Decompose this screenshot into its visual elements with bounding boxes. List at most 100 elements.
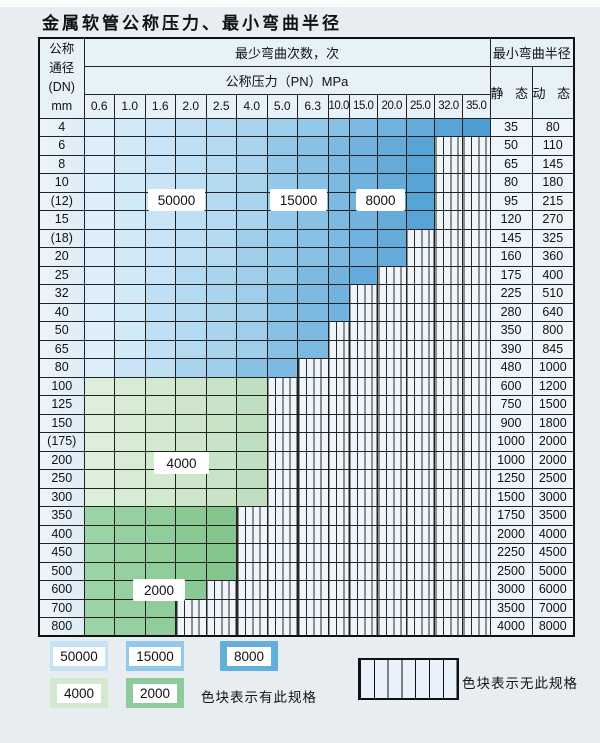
spec-row: (18) 145 325 xyxy=(38,228,575,248)
spec-available-cell xyxy=(114,154,146,174)
spec-available-cell xyxy=(83,284,115,304)
spec-available-cell xyxy=(205,413,237,433)
spec-available-cell xyxy=(236,247,268,267)
spec-available-cell xyxy=(236,228,268,248)
dn-column-header: 公称 通径 (DN) mm xyxy=(38,37,85,119)
dynamic-radius-cell: 8000 xyxy=(531,617,575,637)
spec-unavailable-cell xyxy=(377,265,407,285)
spec-available-cell xyxy=(114,247,146,267)
spec-row: 800 4000 8000 xyxy=(38,617,575,637)
spec-unavailable-cell xyxy=(434,154,463,174)
dynamic-radius-cell: 6000 xyxy=(531,580,575,600)
pressure-tick: 25.0 xyxy=(405,93,435,119)
spec-row: 700 3500 7000 xyxy=(38,598,575,618)
spec-unavailable-cell xyxy=(462,358,491,378)
spec-unavailable-cell xyxy=(266,580,298,600)
spec-unavailable-cell xyxy=(405,506,435,526)
spec-unavailable-cell xyxy=(348,450,378,470)
spec-available-cell xyxy=(175,284,207,304)
spec-unavailable-cell xyxy=(434,580,463,600)
dn-header-line: (DN) xyxy=(48,80,75,95)
spec-unavailable-cell xyxy=(377,524,407,544)
dynamic-radius-cell: 215 xyxy=(531,191,575,211)
dn-cell: 450 xyxy=(38,543,85,563)
spec-unavailable-cell xyxy=(297,543,329,563)
spec-unavailable-cell xyxy=(297,580,329,600)
spec-unavailable-cell xyxy=(236,598,268,618)
spec-unavailable-cell xyxy=(434,543,463,563)
spec-unavailable-cell xyxy=(297,487,329,507)
spec-unavailable-cell xyxy=(348,506,378,526)
spec-unavailable-cell xyxy=(434,450,463,470)
spec-unavailable-cell xyxy=(266,432,298,452)
spec-unavailable-cell xyxy=(462,247,491,267)
spec-unavailable-cell xyxy=(327,543,350,563)
spec-available-cell xyxy=(462,117,491,137)
spec-available-cell xyxy=(297,210,329,230)
spec-unavailable-cell xyxy=(327,469,350,489)
spec-unavailable-cell xyxy=(405,617,435,637)
spec-unavailable-cell xyxy=(462,228,491,248)
spec-unavailable-cell xyxy=(462,302,491,322)
spec-available-cell xyxy=(327,210,350,230)
spec-unavailable-cell xyxy=(405,358,435,378)
spec-available-cell xyxy=(83,450,115,470)
spec-row: 100 600 1200 xyxy=(38,376,575,396)
spec-available-cell xyxy=(83,376,115,396)
spec-unavailable-cell xyxy=(348,358,378,378)
spec-row: 32 225 510 xyxy=(38,284,575,304)
spec-unavailable-cell xyxy=(327,617,350,637)
spec-available-cell xyxy=(205,376,237,396)
spec-available-cell xyxy=(377,210,407,230)
spec-available-cell xyxy=(114,117,146,137)
static-radius-cell: 50 xyxy=(489,136,533,156)
spec-available-cell xyxy=(297,136,329,156)
static-radius-cell: 480 xyxy=(489,358,533,378)
dn-header-line: 通径 xyxy=(49,61,75,76)
dynamic-radius-cell: 80 xyxy=(531,117,575,137)
dn-cell: 250 xyxy=(38,469,85,489)
pressure-tick: 2.0 xyxy=(175,93,207,119)
dynamic-radius-cell: 110 xyxy=(531,136,575,156)
spec-unavailable-cell xyxy=(434,524,463,544)
spec-unavailable-cell xyxy=(462,210,491,230)
static-radius-cell: 175 xyxy=(489,265,533,285)
spec-available-cell xyxy=(114,487,146,507)
spec-available-cell xyxy=(175,543,207,563)
spec-available-cell xyxy=(266,358,298,378)
spec-available-cell xyxy=(175,413,207,433)
spec-available-cell xyxy=(114,136,146,156)
spec-available-cell xyxy=(236,136,268,156)
spec-row: 150 900 1800 xyxy=(38,413,575,433)
pressure-tick: 6.3 xyxy=(297,93,329,119)
spec-unavailable-cell xyxy=(297,358,329,378)
static-radius-cell: 600 xyxy=(489,376,533,396)
spec-available-cell xyxy=(144,154,176,174)
spec-unavailable-cell xyxy=(462,136,491,156)
spec-available-cell xyxy=(83,228,115,248)
spec-available-cell xyxy=(327,284,350,304)
spec-unavailable-cell xyxy=(462,339,491,359)
spec-available-cell xyxy=(205,432,237,452)
static-radius-cell: 160 xyxy=(489,247,533,267)
dynamic-radius-cell: 640 xyxy=(531,302,575,322)
spec-available-cell xyxy=(144,617,176,637)
spec-available-cell xyxy=(236,358,268,378)
spec-available-cell xyxy=(114,598,146,618)
spec-available-cell xyxy=(144,247,176,267)
spec-unavailable-cell xyxy=(405,524,435,544)
spec-unavailable-cell xyxy=(327,358,350,378)
static-radius-cell: 1750 xyxy=(489,506,533,526)
spec-unavailable-cell xyxy=(377,487,407,507)
spec-available-cell xyxy=(266,117,298,137)
spec-available-cell xyxy=(175,487,207,507)
pressure-tick: 4.0 xyxy=(236,93,268,119)
dynamic-header: 动 态 xyxy=(531,65,575,119)
spec-available-cell xyxy=(236,450,268,470)
spec-available-cell xyxy=(114,543,146,563)
spec-available-cell xyxy=(205,117,237,137)
spec-available-cell xyxy=(205,561,237,581)
spec-unavailable-cell xyxy=(462,395,491,415)
dn-cell: 8 xyxy=(38,154,85,174)
